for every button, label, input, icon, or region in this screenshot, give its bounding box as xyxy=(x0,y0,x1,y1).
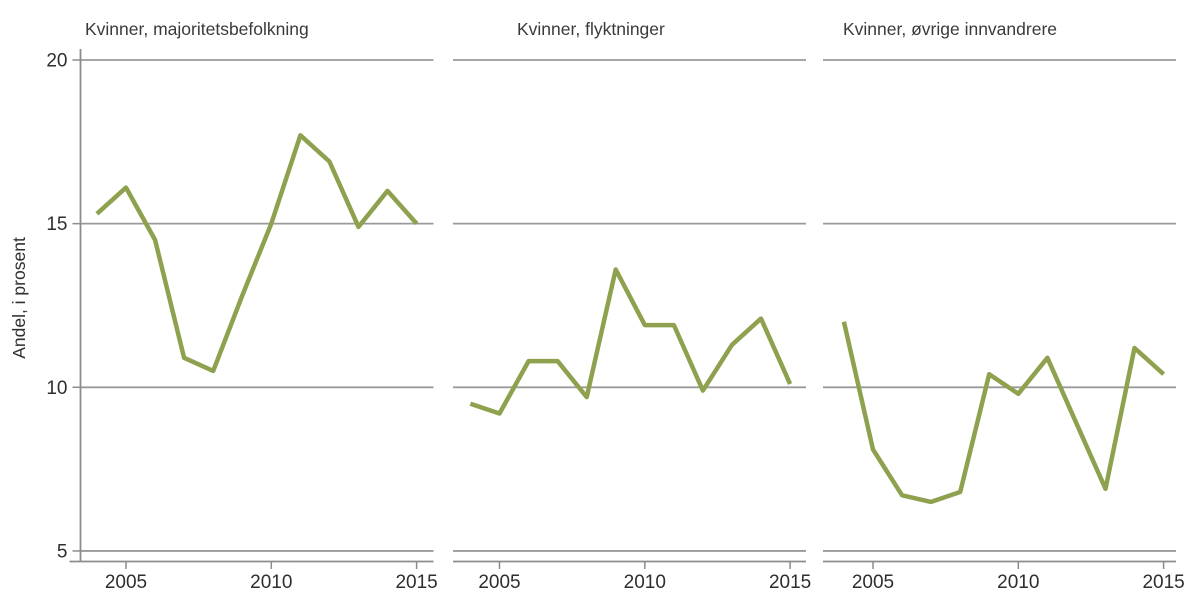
y-tick-label: 15 xyxy=(46,214,67,235)
data-line xyxy=(841,321,1166,505)
x-tick-label: 2010 xyxy=(624,572,666,593)
panel-title-flyktninger: Kvinner, flyktninger xyxy=(517,19,665,39)
x-tick-label: 2010 xyxy=(250,572,292,593)
panel-title-ovrige-innvandrere: Kvinner, øvrige innvandrere xyxy=(843,19,1057,39)
x-tick-label: 2005 xyxy=(105,572,147,593)
x-tick-label: 2015 xyxy=(395,572,437,593)
y-tick-label: 20 xyxy=(46,51,67,72)
y-tick-label: 10 xyxy=(46,378,67,399)
x-tick-label: 2015 xyxy=(769,572,811,593)
x-tick-label: 2005 xyxy=(852,572,894,593)
y-axis-title: Andel, i prosent xyxy=(9,237,29,359)
x-tick-label: 2010 xyxy=(997,572,1039,593)
panel-title-majoritetsbefolkning: Kvinner, majoritetsbefolkning xyxy=(85,19,309,39)
data-line xyxy=(95,133,419,374)
y-tick-label: 5 xyxy=(57,541,68,562)
x-tick-label: 2015 xyxy=(1142,572,1184,593)
x-tick-label: 2005 xyxy=(478,572,520,593)
data-line xyxy=(469,267,793,416)
